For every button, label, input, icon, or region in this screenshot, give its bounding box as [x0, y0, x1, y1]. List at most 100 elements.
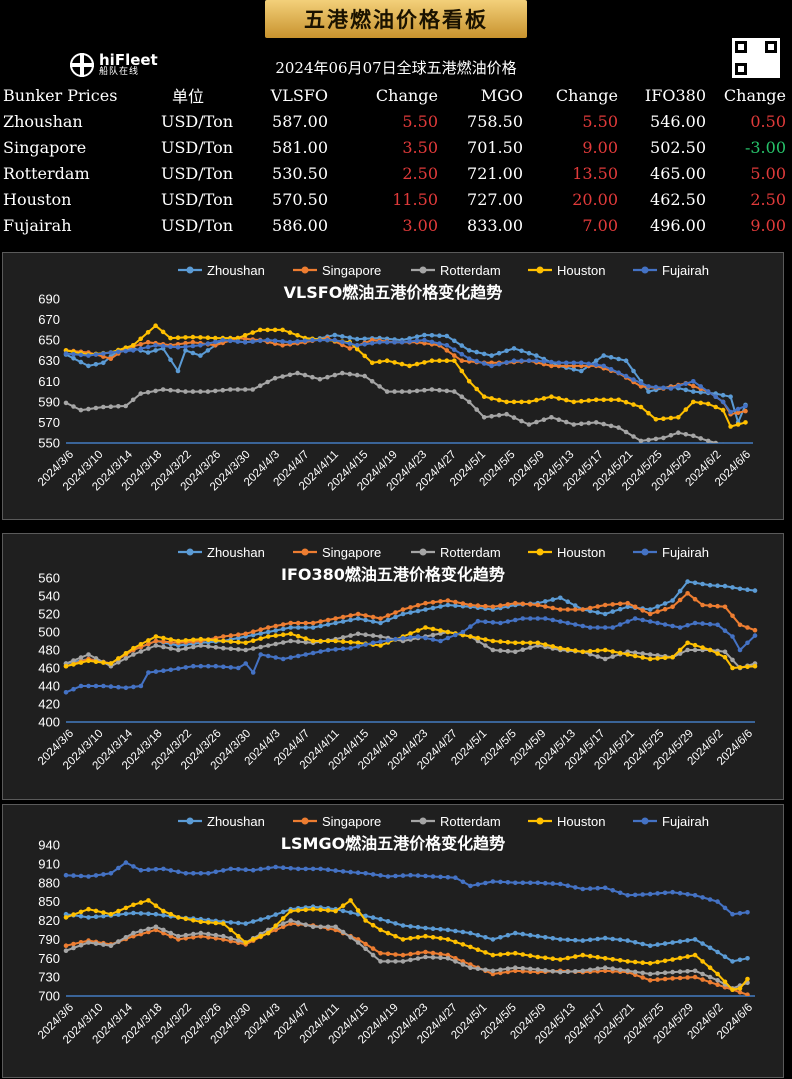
data-point — [520, 647, 526, 652]
data-point — [340, 334, 345, 339]
data-point — [108, 350, 114, 355]
y-tick-label: 910 — [38, 856, 60, 871]
data-point — [303, 922, 309, 927]
data-point — [191, 637, 196, 643]
mgo-change-cell: 20.00 — [572, 189, 618, 209]
data-point — [445, 635, 451, 641]
data-point — [468, 634, 473, 639]
data-point — [340, 646, 346, 652]
data-point — [236, 933, 241, 939]
data-point — [550, 605, 556, 611]
data-point — [236, 647, 241, 652]
data-point — [481, 361, 487, 366]
data-point — [452, 389, 457, 394]
data-point — [468, 883, 473, 889]
mgo-cell: 727.00 — [467, 189, 523, 209]
data-point — [265, 643, 271, 648]
data-point — [423, 954, 428, 960]
data-point — [250, 670, 256, 675]
data-point — [745, 587, 750, 592]
data-point — [400, 959, 406, 964]
y-tick-label: 630 — [38, 353, 60, 368]
data-point — [310, 374, 315, 380]
legend-marker — [419, 266, 427, 274]
data-point — [632, 892, 638, 898]
legend-marker — [301, 266, 309, 274]
ifo380-change-cell: 5.00 — [750, 163, 786, 183]
data-point — [161, 668, 166, 673]
data-point — [258, 627, 263, 632]
data-point — [347, 335, 353, 340]
data-point — [205, 389, 211, 394]
legend-item: Houston — [528, 545, 605, 560]
data-point — [691, 389, 696, 394]
lsmgo-chart-panel: Zhoushan Singapore Rotterdam Houston Fujaira… — [2, 804, 784, 1078]
data-point — [700, 941, 705, 946]
data-point — [535, 933, 541, 939]
data-point — [340, 635, 346, 640]
data-point — [190, 343, 196, 349]
data-point — [161, 866, 166, 872]
data-point — [700, 977, 705, 982]
data-point — [511, 415, 517, 420]
data-point — [475, 882, 481, 887]
data-point — [745, 976, 750, 982]
data-point — [505, 966, 511, 971]
data-point — [670, 957, 675, 962]
data-point — [647, 656, 653, 662]
data-point — [116, 349, 121, 355]
data-point — [580, 623, 586, 629]
data-point — [728, 409, 733, 415]
legend-label: Houston — [557, 263, 605, 278]
ifo380-cell: 496.00 — [650, 215, 706, 235]
data-point — [483, 967, 488, 973]
data-point — [564, 419, 569, 425]
data-point — [355, 631, 361, 637]
data-point — [295, 639, 301, 644]
data-point — [310, 638, 316, 644]
data-point — [288, 918, 294, 923]
data-point — [101, 404, 106, 410]
data-point — [146, 911, 151, 917]
data-point — [752, 627, 758, 633]
data-point — [602, 885, 608, 891]
data-point — [481, 394, 487, 399]
data-point — [384, 358, 390, 363]
data-point — [243, 661, 248, 666]
data-point — [490, 879, 496, 884]
data-point — [700, 602, 705, 608]
data-point — [130, 397, 136, 403]
data-point — [601, 363, 606, 369]
data-point — [153, 643, 159, 648]
data-point — [707, 974, 713, 980]
data-point — [705, 389, 711, 394]
data-point — [444, 343, 450, 348]
data-point — [63, 943, 69, 948]
data-point — [564, 397, 569, 403]
y-tick-label: 700 — [38, 989, 60, 1004]
data-point — [242, 336, 248, 342]
data-point — [221, 868, 226, 873]
data-point — [280, 632, 286, 637]
data-point — [498, 603, 503, 608]
series-rotterdam — [63, 370, 725, 443]
data-point — [475, 603, 481, 608]
data-point — [511, 358, 517, 363]
data-point — [318, 638, 323, 644]
data-point — [161, 635, 166, 641]
data-point — [460, 629, 466, 635]
data-point — [273, 633, 279, 638]
data-point — [655, 609, 660, 614]
data-point — [385, 638, 391, 643]
data-point — [176, 869, 181, 875]
data-point — [138, 342, 143, 347]
data-point — [153, 323, 158, 328]
data-point — [176, 933, 181, 939]
data-point — [362, 353, 368, 359]
mgo-change-cell: 13.50 — [572, 163, 618, 183]
data-point — [595, 966, 600, 971]
data-point — [677, 625, 683, 630]
data-point — [138, 911, 144, 916]
data-point — [399, 389, 405, 394]
data-point — [558, 957, 563, 962]
